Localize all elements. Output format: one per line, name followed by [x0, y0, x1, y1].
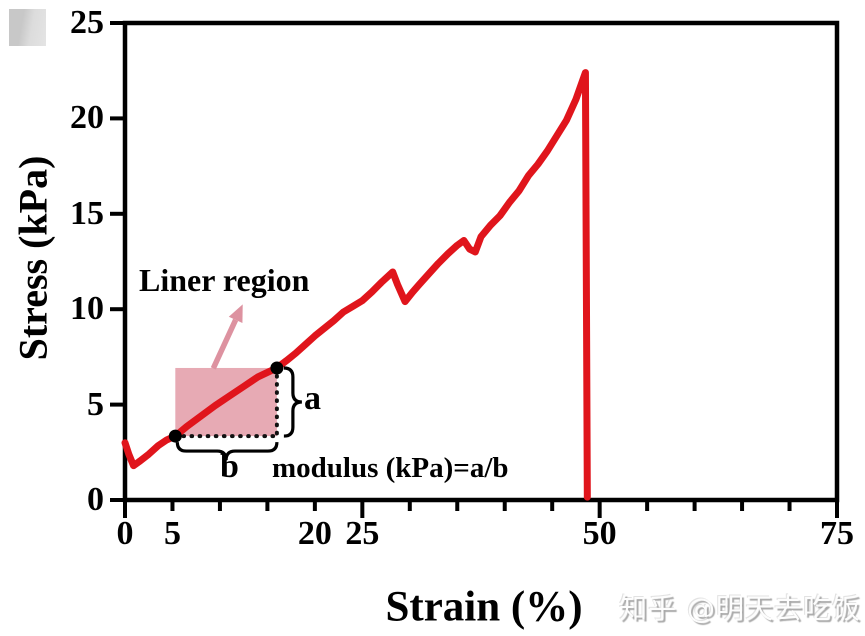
- region-arrow-head-icon: [228, 304, 243, 324]
- region-endpoint-dot: [168, 429, 182, 443]
- x-tick-label-5: 5: [163, 515, 181, 552]
- x-tick-label-0: 0: [116, 515, 134, 552]
- plot-frame: [122, 20, 840, 503]
- region-arrow-shaft: [210, 318, 239, 370]
- region-endpoint-dot: [270, 361, 284, 375]
- b-brace: [175, 441, 279, 461]
- x-tick-label-25: 25: [345, 515, 380, 552]
- x-tick-label-50: 50: [582, 515, 617, 552]
- y-tick-label-10: 10: [70, 290, 104, 328]
- linear-region-label: Liner region: [139, 262, 310, 298]
- a-brace: [283, 366, 302, 438]
- x-tick-label-75: 75: [820, 515, 854, 552]
- x-tick-label-20: 20: [297, 515, 332, 552]
- y-axis-title: Stress (kPa): [10, 155, 56, 361]
- stress-strain-curve: [121, 69, 591, 501]
- b-label: b: [220, 448, 239, 485]
- y-tick-label-0: 0: [87, 481, 104, 518]
- x-axis-title: Strain (%): [385, 583, 583, 631]
- y-tick-label-5: 5: [87, 385, 104, 423]
- modulus-formula: modulus (kPa)=a/b: [272, 452, 509, 484]
- watermark-logo-box: [9, 9, 46, 46]
- a-label: a: [304, 380, 321, 417]
- y-tick-label-25: 25: [70, 4, 104, 41]
- y-tick-label-15: 15: [70, 194, 104, 232]
- y-tick-label-20: 20: [70, 99, 104, 137]
- watermark-text: 知乎 @明天去吃饭: [619, 592, 861, 625]
